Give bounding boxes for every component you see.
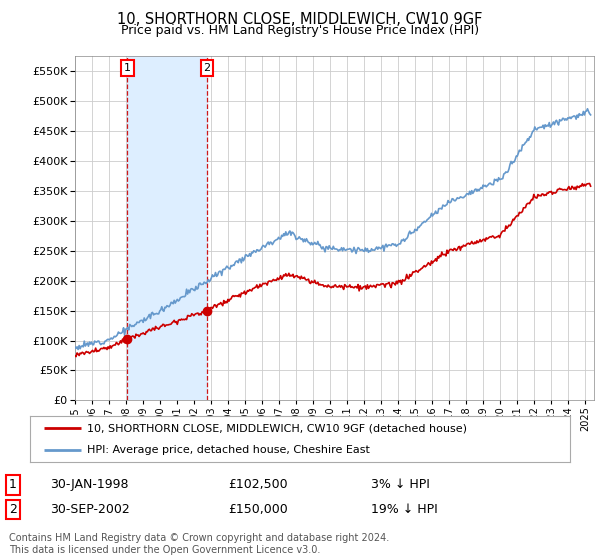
Text: 1: 1	[124, 63, 131, 73]
Text: 10, SHORTHORN CLOSE, MIDDLEWICH, CW10 9GF (detached house): 10, SHORTHORN CLOSE, MIDDLEWICH, CW10 9G…	[86, 423, 467, 433]
Text: 3% ↓ HPI: 3% ↓ HPI	[371, 478, 430, 492]
Text: 1: 1	[9, 478, 17, 492]
Text: 30-SEP-2002: 30-SEP-2002	[50, 503, 130, 516]
Text: 30-JAN-1998: 30-JAN-1998	[50, 478, 129, 492]
Bar	[127, 56, 207, 400]
Text: Price paid vs. HM Land Registry's House Price Index (HPI): Price paid vs. HM Land Registry's House …	[121, 24, 479, 36]
Text: 10, SHORTHORN CLOSE, MIDDLEWICH, CW10 9GF: 10, SHORTHORN CLOSE, MIDDLEWICH, CW10 9G…	[118, 12, 482, 27]
Text: 19% ↓ HPI: 19% ↓ HPI	[371, 503, 438, 516]
Text: Contains HM Land Registry data © Crown copyright and database right 2024.
This d: Contains HM Land Registry data © Crown c…	[9, 533, 389, 555]
Text: 2: 2	[9, 503, 17, 516]
Text: £102,500: £102,500	[229, 478, 289, 492]
Text: HPI: Average price, detached house, Cheshire East: HPI: Average price, detached house, Ches…	[86, 445, 370, 455]
Text: 2: 2	[203, 63, 211, 73]
Text: £150,000: £150,000	[229, 503, 289, 516]
